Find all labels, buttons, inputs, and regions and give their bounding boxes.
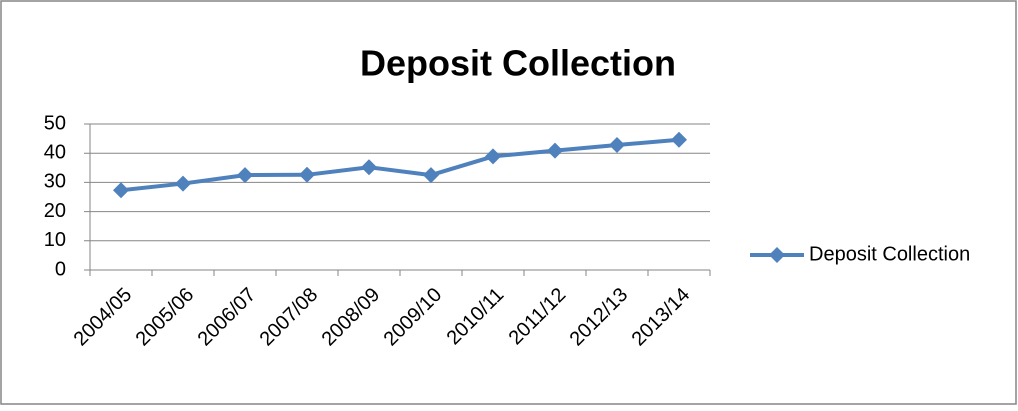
y-tick-label: 0	[55, 258, 66, 280]
series-line	[120, 137, 680, 193]
marker	[361, 159, 377, 176]
y-tick-label: 20	[44, 200, 66, 222]
marker	[671, 131, 687, 148]
legend-marker	[769, 247, 785, 263]
marker	[237, 167, 253, 184]
marker	[609, 137, 625, 154]
marker	[423, 167, 439, 184]
marker	[299, 166, 315, 183]
y-tick-label: 10	[44, 229, 66, 251]
chart-title: Deposit Collection	[360, 43, 676, 84]
marker	[547, 142, 563, 159]
y-tick-label: 50	[44, 112, 66, 134]
y-tick-label: 40	[44, 141, 66, 163]
marker	[485, 148, 501, 165]
legend-label: Deposit Collection	[809, 243, 970, 265]
y-tick-label: 30	[44, 171, 66, 193]
marker	[175, 175, 191, 192]
marker	[113, 182, 129, 199]
